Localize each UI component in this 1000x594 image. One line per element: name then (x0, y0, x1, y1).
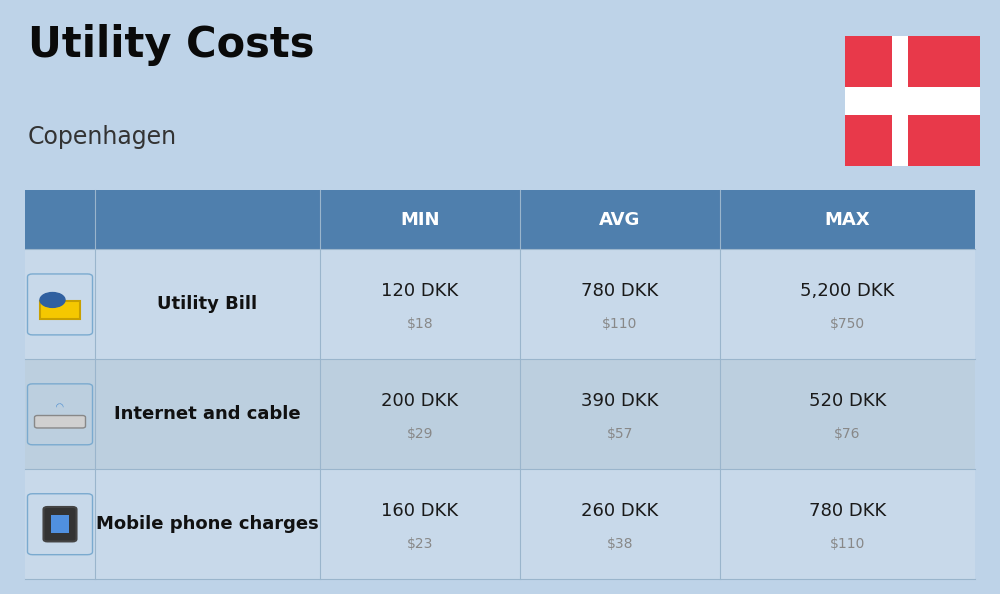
Text: $18: $18 (407, 317, 433, 331)
FancyBboxPatch shape (25, 249, 975, 359)
Text: 200 DKK: 200 DKK (381, 392, 459, 410)
FancyBboxPatch shape (34, 416, 85, 428)
Text: 390 DKK: 390 DKK (581, 392, 659, 410)
FancyBboxPatch shape (892, 36, 908, 166)
Text: 780 DKK: 780 DKK (809, 502, 886, 520)
FancyBboxPatch shape (51, 515, 69, 533)
FancyBboxPatch shape (25, 190, 975, 249)
Text: Utility Costs: Utility Costs (28, 24, 314, 66)
FancyBboxPatch shape (25, 359, 975, 469)
Text: $750: $750 (830, 317, 865, 331)
Text: Mobile phone charges: Mobile phone charges (96, 515, 319, 533)
Text: 520 DKK: 520 DKK (809, 392, 886, 410)
Text: ◜◝: ◜◝ (56, 402, 64, 411)
Text: $38: $38 (607, 537, 633, 551)
Text: MIN: MIN (400, 211, 440, 229)
Text: $57: $57 (607, 427, 633, 441)
Text: Copenhagen: Copenhagen (28, 125, 177, 148)
FancyBboxPatch shape (845, 87, 980, 115)
Text: MAX: MAX (825, 211, 870, 229)
Text: $29: $29 (407, 427, 433, 441)
Text: Utility Bill: Utility Bill (157, 295, 258, 314)
FancyBboxPatch shape (845, 36, 980, 166)
Text: $76: $76 (834, 427, 861, 441)
Text: 120 DKK: 120 DKK (381, 282, 459, 300)
Text: 260 DKK: 260 DKK (581, 502, 659, 520)
Text: $23: $23 (407, 537, 433, 551)
FancyBboxPatch shape (40, 302, 80, 320)
FancyBboxPatch shape (28, 494, 92, 555)
Text: 160 DKK: 160 DKK (381, 502, 459, 520)
FancyBboxPatch shape (28, 384, 92, 445)
FancyBboxPatch shape (25, 469, 975, 579)
Text: $110: $110 (830, 537, 865, 551)
Text: AVG: AVG (599, 211, 641, 229)
Text: Internet and cable: Internet and cable (114, 405, 301, 424)
FancyBboxPatch shape (44, 507, 76, 542)
Circle shape (40, 292, 65, 308)
Text: 780 DKK: 780 DKK (581, 282, 659, 300)
Text: 5,200 DKK: 5,200 DKK (800, 282, 895, 300)
FancyBboxPatch shape (28, 274, 92, 335)
Text: $110: $110 (602, 317, 638, 331)
